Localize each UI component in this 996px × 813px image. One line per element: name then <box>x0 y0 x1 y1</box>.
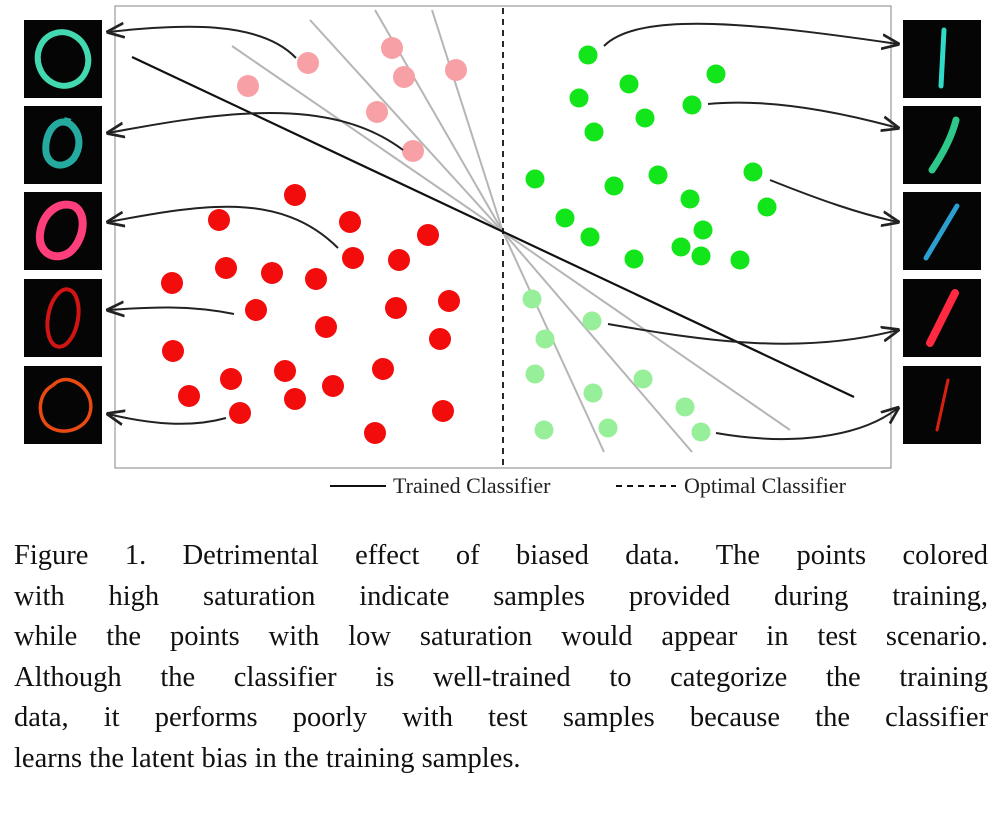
point-a-train <box>364 422 386 444</box>
point-b-test <box>535 421 554 440</box>
point-b-train <box>758 198 777 217</box>
point-b-train <box>731 251 750 270</box>
digit-one-icon <box>941 30 944 86</box>
point-a-train <box>274 360 296 382</box>
point-b-train <box>579 46 598 65</box>
thumbnail-zero-3 <box>24 192 102 270</box>
point-b-train <box>605 177 624 196</box>
point-a-test <box>366 101 388 123</box>
point-b-test <box>676 398 695 417</box>
point-b-train <box>556 209 575 228</box>
point-a-test <box>237 75 259 97</box>
point-a-train <box>161 272 183 294</box>
point-b-train <box>526 170 545 189</box>
point-b-test <box>692 423 711 442</box>
point-b-train <box>683 96 702 115</box>
point-a-train <box>178 385 200 407</box>
point-a-test <box>402 140 424 162</box>
point-a-train <box>429 328 451 350</box>
legend-optimal-label: Optimal Classifier <box>684 473 847 498</box>
point-a-train <box>385 297 407 319</box>
thumbnail-zero-2 <box>24 106 102 184</box>
point-a-train <box>215 257 237 279</box>
point-b-train <box>692 247 711 266</box>
point-b-train <box>672 238 691 257</box>
thumbnail-one-4 <box>903 279 981 357</box>
thumbnail-one-5 <box>903 366 981 444</box>
point-b-test <box>634 370 653 389</box>
point-b-train <box>707 65 726 84</box>
point-a-train <box>372 358 394 380</box>
thumbnail-one-2 <box>903 106 981 184</box>
point-a-test <box>381 37 403 59</box>
left-thumbnails <box>24 20 102 444</box>
point-b-train <box>581 228 600 247</box>
point-b-test <box>536 330 555 349</box>
point-a-train <box>284 388 306 410</box>
point-a-train <box>342 247 364 269</box>
point-a-train <box>417 224 439 246</box>
point-a-train <box>438 290 460 312</box>
point-b-train <box>636 109 655 128</box>
legend-trained-label: Trained Classifier <box>393 473 551 498</box>
point-a-test <box>297 52 319 74</box>
point-a-test <box>445 59 467 81</box>
thumbnail-zero-4 <box>24 279 102 357</box>
point-a-train <box>339 211 361 233</box>
scatter-illustration: Trained Classifier Optimal Classifier <box>0 0 996 510</box>
point-a-test <box>393 66 415 88</box>
right-thumbnails <box>903 20 981 444</box>
point-a-train <box>432 400 454 422</box>
point-b-test <box>526 365 545 384</box>
point-b-train <box>649 166 668 185</box>
point-b-train <box>570 89 589 108</box>
point-a-train <box>284 184 306 206</box>
figure-1: Trained Classifier Optimal Classifier <box>0 0 996 510</box>
point-a-train <box>220 368 242 390</box>
point-b-test <box>599 419 618 438</box>
thumbnail-one-1 <box>903 20 981 98</box>
figure-caption: Figure 1. Detrimental effect of biased d… <box>14 536 988 780</box>
caption-line: data, it performs poorly with test sampl… <box>14 698 988 739</box>
caption-line: Figure 1. Detrimental effect of biased d… <box>14 536 988 577</box>
thumbnail-zero-5 <box>24 366 102 444</box>
point-b-test <box>583 312 602 331</box>
point-b-train <box>744 163 763 182</box>
point-a-train <box>322 375 344 397</box>
point-a-train <box>315 316 337 338</box>
thumbnail-one-3 <box>903 192 981 270</box>
point-a-train <box>305 268 327 290</box>
point-b-train <box>681 190 700 209</box>
point-a-train <box>245 299 267 321</box>
point-b-train <box>585 123 604 142</box>
point-a-train <box>208 209 230 231</box>
point-b-test <box>584 384 603 403</box>
caption-line: while the points with low saturation wou… <box>14 617 988 658</box>
point-b-train <box>620 75 639 94</box>
caption-line: with high saturation indicate samples pr… <box>14 577 988 618</box>
thumbnail-zero-1 <box>24 20 102 98</box>
legend: Trained Classifier Optimal Classifier <box>330 473 847 498</box>
point-b-train <box>625 250 644 269</box>
point-a-train <box>261 262 283 284</box>
point-a-train <box>229 402 251 424</box>
point-a-train <box>162 340 184 362</box>
point-b-train <box>694 221 713 240</box>
point-b-test <box>523 290 542 309</box>
point-a-train <box>388 249 410 271</box>
caption-line: Although the classifier is well-trained … <box>14 658 988 699</box>
caption-line: learns the latent bias in the training s… <box>14 739 988 780</box>
